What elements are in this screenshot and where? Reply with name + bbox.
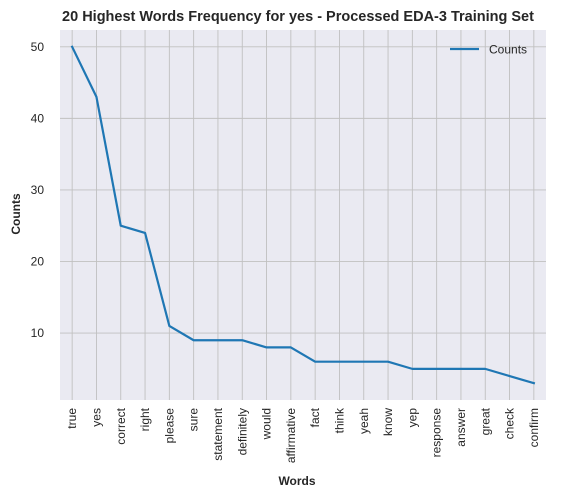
x-tick-label: true <box>65 408 79 429</box>
x-tick-label: confirm <box>527 408 541 447</box>
x-tick-label: right <box>138 407 152 431</box>
x-tick-label: yeah <box>357 408 371 434</box>
x-tick-label: think <box>332 407 346 433</box>
x-tick-label: please <box>162 408 176 444</box>
x-tick-label: statement <box>211 407 225 460</box>
y-tick-label: 50 <box>31 40 45 54</box>
x-tick-label: would <box>260 408 274 440</box>
y-tick-label: 20 <box>31 255 45 269</box>
y-tick-labels: 10 20 30 40 50 <box>31 40 45 340</box>
x-tick-label: know <box>381 408 395 436</box>
y-tick-label: 30 <box>31 183 45 197</box>
x-tick-label: correct <box>114 407 128 444</box>
x-tick-label: affirmative <box>284 408 298 463</box>
plot-area <box>60 30 546 400</box>
x-tick-label: yep <box>405 408 419 428</box>
x-tick-label: answer <box>454 408 468 447</box>
x-tick-label: response <box>430 408 444 458</box>
chart-title: 20 Highest Words Frequency for yes - Pro… <box>62 9 534 25</box>
x-axis-label: Words <box>278 474 315 488</box>
y-tick-label: 40 <box>31 111 45 125</box>
y-axis-label: Counts <box>9 193 23 235</box>
x-tick-label: definitely <box>235 408 249 455</box>
x-tick-label: great <box>478 407 492 435</box>
x-tick-labels: true yes correct right please sure statement de… <box>65 407 541 463</box>
y-tick-label: 10 <box>31 326 45 340</box>
x-tick-label: sure <box>187 408 201 432</box>
x-tick-label: yes <box>89 408 103 427</box>
legend-label: Counts <box>489 43 527 57</box>
x-tick-label: fact <box>308 407 322 427</box>
x-tick-label: check <box>503 407 517 439</box>
